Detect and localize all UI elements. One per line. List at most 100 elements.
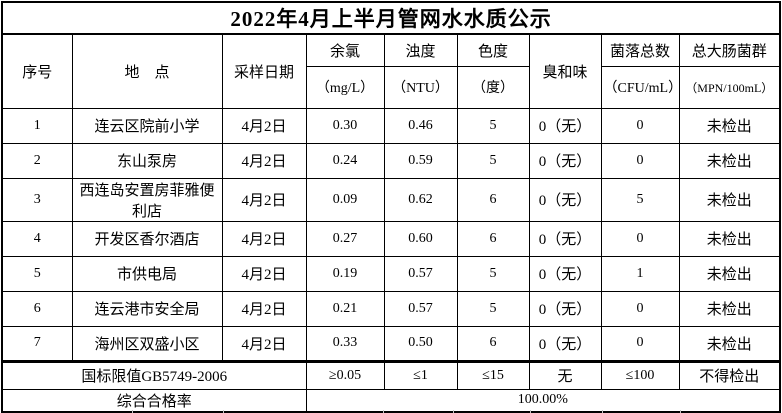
table-cell: 东山泵房 bbox=[71, 142, 223, 179]
gridline-tick bbox=[602, 410, 603, 413]
overall-pass-rate-row: 综合合格率 100.00% bbox=[1, 388, 781, 412]
table-cell: 0（无） bbox=[528, 220, 602, 257]
table-cell: 0（无） bbox=[528, 325, 602, 362]
gridline-tick bbox=[680, 410, 681, 413]
table-cell: 0.09 bbox=[305, 177, 385, 222]
table-cell: 未检出 bbox=[678, 107, 781, 144]
table-cell: 0 bbox=[600, 142, 680, 179]
table-cell: 4月2日 bbox=[221, 325, 307, 362]
table-cell: 0.46 bbox=[383, 107, 458, 144]
table-cell: 连云区院前小学 bbox=[71, 107, 223, 144]
table-cell: 0 bbox=[600, 220, 680, 257]
gridline-tick bbox=[530, 410, 531, 413]
table-cell: 5 bbox=[600, 177, 680, 222]
limit-cell-colony-count: ≤100 bbox=[600, 359, 680, 390]
col-header-turbidity: 浊度 bbox=[383, 33, 458, 67]
table-cell: 未检出 bbox=[678, 220, 781, 257]
table-row: 6 连云港市安全局 4月2日 0.21 0.57 5 0（无） 0 未检出 bbox=[1, 290, 781, 327]
table-cell: 5 bbox=[456, 255, 530, 292]
col-header-odor-taste: 臭和味 bbox=[528, 33, 602, 109]
col-unit-chroma: （度） bbox=[456, 65, 530, 109]
table-row: 1 连云区院前小学 4月2日 0.30 0.46 5 0（无） 0 未检出 bbox=[1, 107, 781, 144]
table-cell: 未检出 bbox=[678, 142, 781, 179]
table-cell: 3 bbox=[1, 177, 73, 222]
pass-rate-value: 100.00% bbox=[305, 388, 781, 412]
table-cell: 4月2日 bbox=[221, 177, 307, 222]
table-cell: 4月2日 bbox=[221, 142, 307, 179]
table-cell: 0.60 bbox=[383, 220, 458, 257]
table-cell: 5 bbox=[456, 107, 530, 144]
spreadsheet-gridline-ticks bbox=[0, 410, 782, 413]
table-cell: 0 bbox=[600, 290, 680, 327]
table-cell: 6 bbox=[456, 325, 530, 362]
table-cell: 连云港市安全局 bbox=[71, 290, 223, 327]
table-cell: 6 bbox=[456, 177, 530, 222]
table-cell: 5 bbox=[1, 255, 73, 292]
table-cell: 0（无） bbox=[528, 255, 602, 292]
col-header-date: 采样日期 bbox=[221, 33, 307, 109]
table-cell: 4月2日 bbox=[221, 220, 307, 257]
table-cell: 6 bbox=[1, 290, 73, 327]
table-cell: 5 bbox=[456, 142, 530, 179]
limit-cell-chroma: ≤15 bbox=[456, 359, 530, 390]
col-unit-residual-chlorine: （mg/L） bbox=[305, 65, 385, 109]
col-header-no: 序号 bbox=[1, 33, 73, 109]
gridline-tick bbox=[223, 410, 224, 413]
table-cell: 0.21 bbox=[305, 290, 385, 327]
limit-cell-turbidity: ≤1 bbox=[383, 359, 458, 390]
header-row-2: （mg/L） （NTU） （度） （CFU/mL） （MPN/100mL） bbox=[2, 65, 781, 109]
limit-cell-odor-taste: 无 bbox=[528, 359, 602, 390]
table-cell: 1 bbox=[600, 255, 680, 292]
title-row: 2022年4月上半月管网水水质公示 bbox=[1, 1, 781, 35]
table-cell: 未检出 bbox=[678, 325, 781, 362]
table-cell: 2 bbox=[1, 142, 73, 179]
table-cell: 0.27 bbox=[305, 220, 385, 257]
table-row: 7 海州区双盛小区 4月2日 0.33 0.50 6 0（无） 0 未检出 bbox=[1, 325, 781, 362]
table-cell: 4月2日 bbox=[221, 290, 307, 327]
table-cell: 未检出 bbox=[678, 290, 781, 327]
table-cell: 0.30 bbox=[305, 107, 385, 144]
col-unit-turbidity: （NTU） bbox=[383, 65, 458, 109]
table-cell: 6 bbox=[456, 220, 530, 257]
gridline-tick bbox=[383, 410, 384, 413]
col-unit-coliform: （MPN/100mL） bbox=[678, 65, 781, 109]
table-row: 3 西连岛安置房菲雅便利店 4月2日 0.09 0.62 6 0（无） 5 未检… bbox=[1, 177, 781, 222]
header-row-1: 序号 地 点 采样日期 余氯 浊度 色度 臭和味 菌落总数 总大肠菌群 bbox=[1, 33, 781, 109]
col-header-residual-chlorine: 余氯 bbox=[305, 33, 385, 67]
table-cell: 0.57 bbox=[383, 290, 458, 327]
table-cell: 市供电局 bbox=[71, 255, 223, 292]
national-standard-limit-row: 国标限值GB5749-2006 ≥0.05 ≤1 ≤15 无 ≤100 不得检出 bbox=[1, 359, 781, 390]
table-cell: 0（无） bbox=[528, 142, 602, 179]
table-cell: 5 bbox=[456, 290, 530, 327]
table-cell: 7 bbox=[1, 325, 73, 362]
col-header-coliform: 总大肠菌群 bbox=[678, 33, 781, 67]
table-cell: 0.59 bbox=[383, 142, 458, 179]
table-cell: 0（无） bbox=[528, 107, 602, 144]
pass-rate-label: 综合合格率 bbox=[1, 388, 307, 412]
table-cell: 未检出 bbox=[678, 177, 781, 222]
table-cell: 0.33 bbox=[305, 325, 385, 362]
table-cell: 0.24 bbox=[305, 142, 385, 179]
table-cell: 0.57 bbox=[383, 255, 458, 292]
table-cell: 0 bbox=[600, 325, 680, 362]
table-cell: 4月2日 bbox=[221, 107, 307, 144]
col-header-colony-count: 菌落总数 bbox=[600, 33, 680, 67]
table-cell: 西连岛安置房菲雅便利店 bbox=[71, 177, 223, 222]
table-row: 2 东山泵房 4月2日 0.24 0.59 5 0（无） 0 未检出 bbox=[1, 142, 781, 179]
table-cell: 1 bbox=[1, 107, 73, 144]
table-cell: 未检出 bbox=[678, 255, 781, 292]
table-row: 4 开发区香尔酒店 4月2日 0.27 0.60 6 0（无） 0 未检出 bbox=[1, 220, 781, 257]
limit-cell-coliform: 不得检出 bbox=[678, 359, 781, 390]
limit-row-label: 国标限值GB5749-2006 bbox=[1, 359, 307, 390]
col-header-chroma: 色度 bbox=[456, 33, 530, 67]
col-unit-colony-count: （CFU/mL） bbox=[600, 65, 680, 109]
table-cell: 0.62 bbox=[383, 177, 458, 222]
table-cell: 开发区香尔酒店 bbox=[71, 220, 223, 257]
table-cell: 4月2日 bbox=[221, 255, 307, 292]
table-cell: 海州区双盛小区 bbox=[71, 325, 223, 362]
table-cell: 0.19 bbox=[305, 255, 385, 292]
table-cell: 0 bbox=[600, 107, 680, 144]
page-title: 2022年4月上半月管网水水质公示 bbox=[1, 1, 781, 35]
